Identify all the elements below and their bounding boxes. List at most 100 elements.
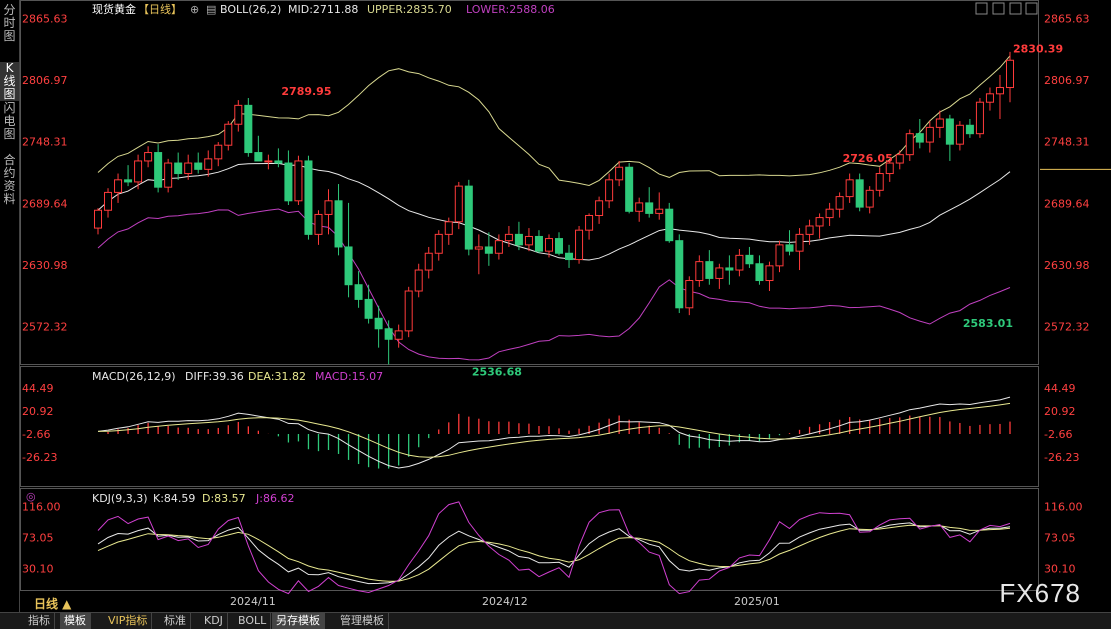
candle — [955, 121, 964, 151]
price-tick-left: 2572.32 — [22, 320, 68, 333]
boll-lower-line — [97, 208, 1011, 361]
candle — [454, 181, 463, 230]
candle — [524, 228, 533, 252]
candles — [93, 51, 1015, 365]
kdj-d: D:83.57 — [202, 492, 246, 505]
boll-upper: UPPER:2835.70 — [367, 3, 452, 16]
sidebar-item-1[interactable]: K线图 — [0, 62, 19, 101]
layout-icon[interactable] — [992, 2, 1005, 15]
chart-area[interactable]: 现货黄金 【日线】 ⊕ ▤ BOLL(26,2) MID:2711.88 UPP… — [20, 0, 1111, 612]
candle — [504, 225, 513, 247]
bottom-tab-5[interactable]: BOLL — [234, 613, 272, 629]
candle — [184, 154, 193, 180]
candle — [785, 230, 794, 256]
kdj-tick-right: 116.00 — [1044, 500, 1083, 513]
boll-mid: MID:2711.88 — [288, 3, 358, 16]
bottom-tab-4[interactable]: KDJ — [200, 613, 228, 629]
candle — [665, 202, 674, 243]
candle — [214, 142, 223, 167]
candle — [845, 173, 854, 203]
candle — [585, 213, 594, 240]
candle — [424, 246, 433, 279]
candle — [324, 189, 333, 235]
candle — [384, 320, 393, 365]
bottom-tab-0[interactable]: 指标 — [24, 613, 55, 629]
candle — [835, 192, 844, 218]
candle — [374, 305, 383, 348]
kdj-tick-left: 30.10 — [22, 562, 54, 575]
candle — [795, 228, 804, 271]
sidebar-item-3[interactable]: 合约资料 — [3, 153, 16, 206]
price-tick-right: 2689.64 — [1044, 197, 1090, 210]
candle — [144, 146, 153, 168]
price-annotation: 2789.95 — [281, 85, 331, 98]
kdj-tick-right: 73.05 — [1044, 531, 1076, 544]
kdj-icon: ◎ — [26, 490, 36, 503]
kdj-tick-left: 116.00 — [22, 500, 61, 513]
candle — [194, 152, 203, 174]
candle — [855, 173, 864, 212]
macd-diff: DIFF:39.36 — [185, 370, 244, 383]
candle — [895, 150, 904, 170]
bottom-tab-3[interactable]: 标准 — [160, 613, 191, 629]
bottom-tab-1[interactable]: 模板 — [60, 613, 91, 629]
close-icon[interactable] — [1025, 2, 1038, 15]
macd-tick-left: -26.23 — [22, 451, 57, 464]
sidebar-item-0[interactable]: 分时图 — [3, 3, 16, 43]
settings-icon[interactable]: ⊕ — [190, 3, 199, 16]
macd-dea-line — [97, 402, 1011, 458]
candle — [695, 255, 704, 287]
candle — [555, 232, 564, 256]
macd-tick-left: -2.66 — [22, 428, 50, 441]
candle — [815, 213, 824, 239]
candle — [174, 152, 183, 180]
price-tick-right: 2630.98 — [1044, 259, 1090, 272]
candle — [975, 98, 984, 138]
candle — [254, 135, 263, 162]
candle — [164, 158, 173, 193]
bottom-tab-2[interactable]: VIP指标 — [104, 613, 153, 629]
price-tick-left: 2806.97 — [22, 74, 68, 87]
candle — [93, 208, 103, 235]
window-controls — [975, 2, 1038, 15]
candle — [294, 155, 303, 206]
macd-tick-left: 20.92 — [22, 405, 54, 418]
grid-icon[interactable] — [975, 2, 988, 15]
candle — [364, 284, 373, 324]
panel-borders — [20, 0, 1039, 591]
candle — [514, 221, 523, 251]
candle — [645, 187, 654, 218]
period-selector[interactable]: 日线 ▲ — [34, 597, 72, 611]
restore-icon[interactable] — [1009, 2, 1022, 15]
candle — [444, 217, 453, 245]
bottom-toolbar: 指标 模板 VIP指标 标准 KDJ BOLL 另存模板 管理模板 — [0, 612, 1111, 629]
macd-tick-right: -26.23 — [1044, 451, 1079, 464]
bottom-tab-6[interactable]: 另存模板 — [272, 613, 325, 629]
candle — [104, 188, 113, 218]
price-tick-left: 2865.63 — [22, 13, 68, 26]
kdj-axis: 116.00 116.00 73.05 73.05 30.10 30.10 — [22, 500, 1083, 575]
indicator-icon[interactable]: ▤ — [206, 3, 216, 16]
sidebar-item-2[interactable]: 闪电图 — [3, 101, 16, 141]
kdj-j: J:86.62 — [255, 492, 294, 505]
candle — [274, 148, 283, 168]
candle — [154, 144, 163, 193]
candle — [905, 129, 914, 161]
bottom-tab-7[interactable]: 管理模板 — [336, 613, 389, 629]
candle — [865, 186, 874, 214]
macd-dea: DEA:31.82 — [248, 370, 306, 383]
price-tick-left: 2748.31 — [22, 136, 68, 149]
candle — [414, 263, 423, 298]
price-tick-right: 2572.32 — [1044, 320, 1090, 333]
price-tick-right: 2806.97 — [1044, 74, 1090, 87]
candle — [615, 160, 624, 187]
kdj-d-line — [97, 524, 1011, 582]
left-sidebar: 分时图 K线图 闪电图合约资料 — [0, 0, 20, 612]
watermark: FX678 — [999, 578, 1081, 608]
candle — [735, 249, 744, 277]
candle — [124, 165, 133, 187]
boll-lines — [97, 55, 1011, 361]
period-tag: 【日线】 — [138, 2, 182, 16]
kdj-k: K:84.59 — [153, 492, 195, 505]
candle — [715, 263, 724, 289]
